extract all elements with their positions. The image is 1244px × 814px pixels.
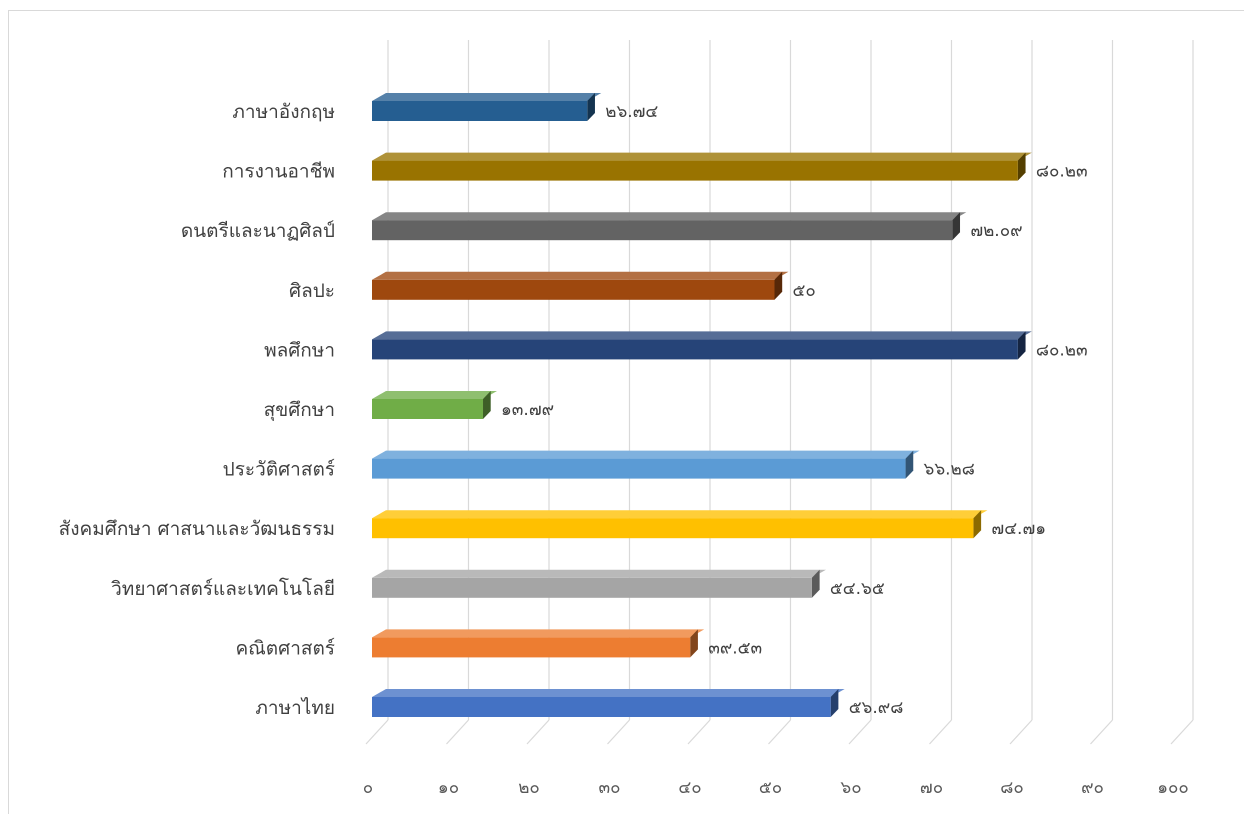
- chart-frame: [8, 10, 1244, 814]
- x-tick-label: ๑๐๐: [1157, 778, 1189, 798]
- bar-front-face: [372, 160, 1018, 181]
- x-tick-label: ๘๐: [1000, 778, 1024, 798]
- bar-front-face: [372, 577, 812, 598]
- bar-top-face: [372, 510, 988, 519]
- x-tick-label: ๒๐: [518, 778, 540, 798]
- value-labels: ๕๖.๙๘๓๙.๕๓๕๔.๖๕๗๔.๗๑๖๖.๒๘๑๓.๗๙๘๐.๒๓๕๐๗๒.…: [501, 102, 1088, 718]
- category-labels: ภาษาไทย คณิตศาสตร์ วิทยาศาสตร์และเทคโนโลยี…: [59, 101, 335, 719]
- data-label: ๗๔.๗๑: [991, 519, 1046, 539]
- data-label: ๕๔.๖๕: [830, 579, 885, 599]
- bar: [372, 212, 967, 241]
- data-label: ๖๖.๒๘: [924, 460, 975, 480]
- x-tick-labels: ๐ ๑๐ ๒๐ ๓๐ ๔๐ ๕๐ ๖๐ ๗๐ ๘๐ ๙๐ ๑๐๐: [363, 778, 1189, 798]
- bar-side-face: [973, 510, 982, 539]
- bar-front-face: [372, 101, 588, 121]
- floor-gridline: [848, 719, 872, 745]
- bar-side-face: [811, 569, 820, 598]
- x-tick-label: ๑๐: [438, 778, 459, 798]
- bar: [372, 569, 826, 598]
- bar: [372, 391, 498, 419]
- data-label: ๕๐: [793, 281, 816, 301]
- category-label: สุขศึกษา: [264, 399, 335, 422]
- bar-front-face: [372, 279, 775, 300]
- data-label: ๘๐.๒๓: [1036, 162, 1088, 182]
- category-label: ภาษาไทย: [255, 697, 335, 719]
- bar-side-face: [774, 271, 783, 300]
- category-label: คณิตศาสตร์: [235, 637, 335, 659]
- x-tick-label: ๕๐: [759, 778, 782, 798]
- data-label: ๒๖.๗๔: [605, 102, 658, 122]
- bar: [372, 152, 1032, 181]
- category-label: ประวัติศาสตร์: [223, 459, 335, 481]
- bar-front-face: [372, 637, 691, 658]
- bar: [372, 689, 845, 717]
- category-label: วิทยาศาสตร์และเทคโนโลยี: [111, 577, 335, 600]
- data-label: ๘๐.๒๓: [1036, 340, 1088, 360]
- data-label: ๗๒.๐๙: [970, 221, 1022, 241]
- data-label: ๓๙.๕๓: [708, 638, 762, 658]
- bar-front-face: [372, 220, 953, 241]
- bars: [372, 93, 1032, 717]
- floor-gridline: [1170, 719, 1194, 745]
- bar: [372, 331, 1032, 360]
- bar-side-face: [830, 689, 839, 717]
- bar-front-face: [372, 697, 831, 717]
- floor-gridline: [607, 719, 630, 745]
- floor-gridline: [1090, 719, 1113, 745]
- floor-gridline: [687, 719, 711, 745]
- bar: [372, 510, 988, 539]
- bar-top-face: [372, 93, 602, 101]
- x-tick-label: ๙๐: [1081, 778, 1104, 798]
- bar-top-face: [372, 331, 1032, 340]
- floor-gridline: [768, 719, 791, 745]
- bar-top-face: [372, 152, 1032, 161]
- bar-front-face: [372, 458, 906, 479]
- category-label: สังคมศึกษา ศาสนาและวัฒนธรรม: [59, 518, 335, 540]
- bar-top-face: [372, 629, 705, 638]
- category-label: ศิลปะ: [289, 280, 335, 302]
- floor-gridline: [365, 719, 389, 745]
- data-label: ๕๖.๙๘: [849, 698, 904, 718]
- bar: [372, 450, 920, 479]
- floor-gridline: [526, 719, 550, 745]
- floor-gridline: [929, 719, 952, 745]
- bar-side-face: [587, 93, 595, 121]
- bar: [372, 93, 602, 121]
- bar: [372, 629, 705, 658]
- data-label: ๑๓.๗๙: [501, 400, 554, 420]
- x-tick-label: ๖๐: [840, 778, 861, 798]
- bar-side-face: [952, 212, 961, 241]
- bar-top-face: [372, 689, 845, 697]
- bar-side-face: [483, 391, 491, 419]
- bar-front-face: [372, 399, 484, 419]
- x-tick-label: ๐: [363, 778, 373, 798]
- bar-top-face: [372, 391, 498, 399]
- bar-top-face: [372, 212, 967, 221]
- category-label: ภาษาอังกฤษ: [232, 101, 335, 123]
- x-tick-label: ๗๐: [920, 778, 943, 798]
- category-label: พลศึกษา: [264, 339, 335, 361]
- floor-gridline: [446, 719, 469, 745]
- category-label: ดนตรีและนาฏศิลป์: [181, 220, 335, 242]
- bar-side-face: [690, 629, 698, 658]
- bar-top-face: [372, 271, 789, 280]
- category-label: การงานอาชีพ: [222, 161, 335, 183]
- bar-side-face: [905, 450, 914, 479]
- x-tick-label: ๓๐: [599, 778, 621, 798]
- bar-top-face: [372, 450, 920, 459]
- bar-top-face: [372, 569, 826, 578]
- bar-front-face: [372, 518, 974, 539]
- x-tick-label: ๔๐: [678, 778, 701, 798]
- bar-side-face: [1017, 331, 1026, 360]
- bar: [372, 271, 789, 300]
- floor-gridline: [1009, 719, 1033, 745]
- bar-front-face: [372, 339, 1018, 360]
- bar-side-face: [1017, 152, 1026, 181]
